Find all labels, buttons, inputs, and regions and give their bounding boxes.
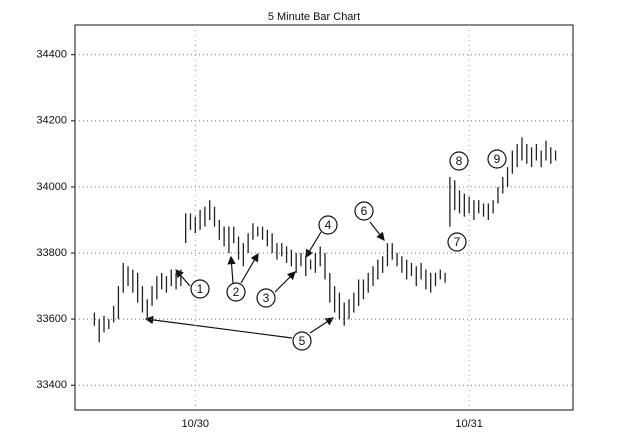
annotations: 1 2 3 4 5 6 7 8 9 [190, 149, 507, 351]
arrow [274, 271, 296, 293]
arrow [175, 269, 191, 287]
arrows [144, 221, 385, 339]
plot-frame [74, 24, 574, 411]
arrow [227, 255, 236, 284]
arrow [369, 221, 385, 241]
y-tick-label: 33600 [36, 313, 67, 325]
arrow [240, 252, 259, 284]
y-tick-label: 34200 [36, 115, 67, 127]
arrow [305, 231, 322, 259]
chart-title: 5 Minute Bar Chart [268, 11, 360, 23]
x-tick-label: 10/30 [182, 418, 210, 430]
annotation-circle [487, 149, 507, 169]
arrow [309, 317, 335, 334]
annotation: 7 [454, 235, 461, 249]
annotation: 2 [233, 285, 240, 299]
arrow [144, 315, 293, 339]
y-tick-label: 34000 [36, 181, 67, 193]
x-tick-label: 10/31 [455, 418, 483, 430]
annotation-circle [354, 201, 374, 221]
y-tick-label: 33800 [36, 247, 67, 259]
annotation-circle [256, 288, 276, 308]
annotation: 4 [325, 218, 332, 232]
annotation: 5 [299, 334, 306, 348]
annotation: 8 [456, 154, 463, 168]
annotation: 3 [263, 291, 270, 305]
annotation-circle [447, 232, 467, 252]
annotation: 9 [494, 152, 501, 166]
annotation: 1 [197, 282, 204, 296]
annotation: 6 [361, 204, 368, 218]
annotation-circle [318, 215, 338, 235]
y-tick-label: 34400 [36, 49, 67, 61]
annotation-circle [190, 279, 210, 299]
annotation-circle [292, 331, 312, 351]
annotation-circle [226, 282, 246, 302]
annotation-circle [449, 151, 469, 171]
y-tick-label: 33400 [36, 379, 67, 391]
